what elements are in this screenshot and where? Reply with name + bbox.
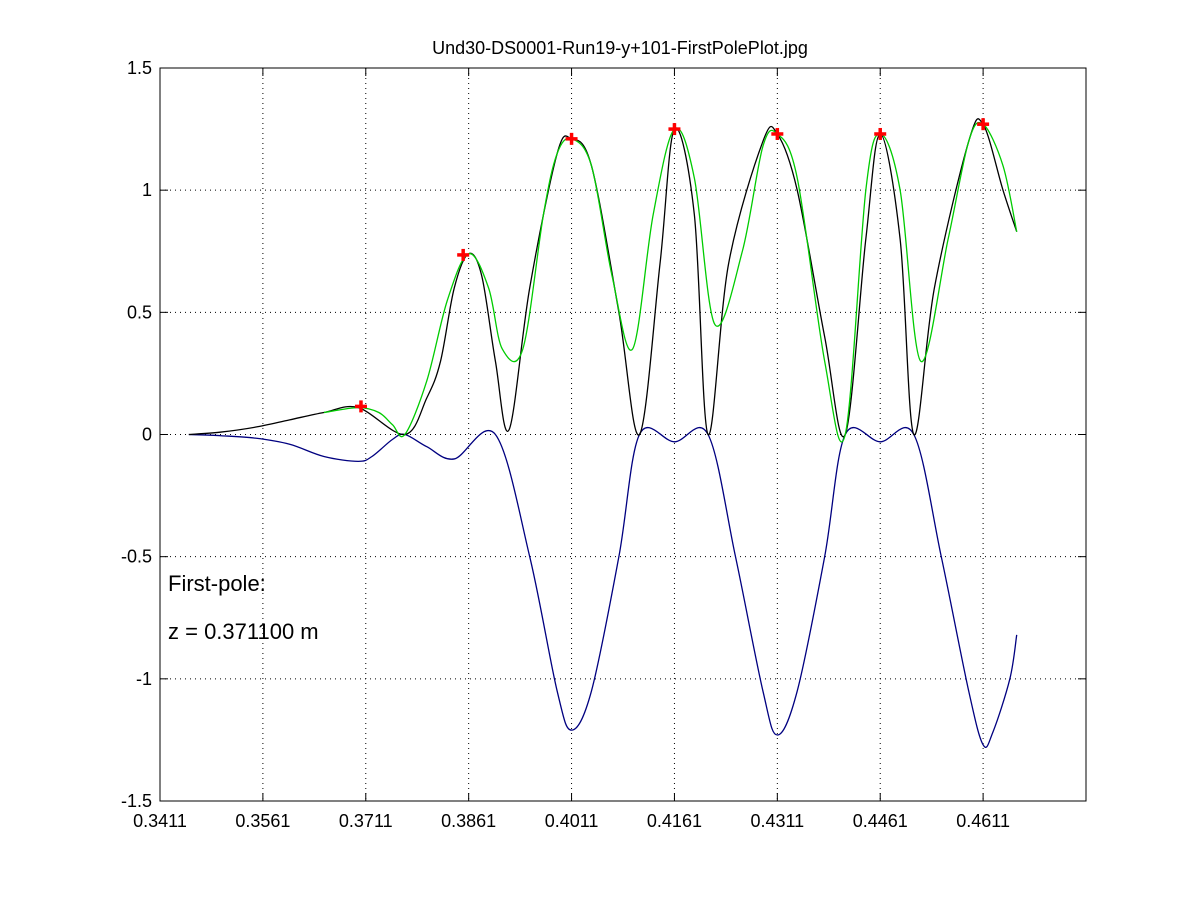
- x-tick-label: 0.3561: [235, 811, 290, 831]
- series-line-signal-black: [188, 118, 1018, 438]
- series-layer: [188, 118, 1018, 749]
- x-tick-label: 0.3861: [441, 811, 496, 831]
- axis-ticks: 0.3411 0.3561 0.3711 0.3861 0.4011 0.4161 0.43…: [121, 58, 1086, 831]
- y-tick-label: 0: [142, 425, 152, 445]
- y-tick-label: 0.5: [127, 302, 152, 322]
- x-tick-label: 0.4011: [545, 811, 599, 831]
- x-tick-label: 0.4461: [853, 811, 908, 831]
- chart-title: Und30-DS0001-Run19-y+101-FirstPolePlot.j…: [432, 38, 808, 58]
- x-tick-label: 0.4161: [647, 811, 702, 831]
- peak-marker: [668, 123, 681, 136]
- annotation-z-value: z = 0.371100 m: [168, 619, 319, 644]
- series-line-upper-envelope: [323, 121, 1018, 443]
- series-line-lower-envelope: [188, 426, 1018, 749]
- x-tick-label: 0.4611: [956, 811, 1010, 831]
- peak-marker: [771, 127, 784, 140]
- peak-marker: [457, 248, 470, 261]
- y-tick-label: 1.5: [127, 58, 152, 78]
- peak-marker: [565, 132, 578, 145]
- x-tick-label: 0.3711: [339, 811, 393, 831]
- y-tick-label: -1: [136, 669, 152, 689]
- annotation-first-pole: First-pole:: [168, 571, 266, 596]
- peak-markers: [354, 118, 990, 413]
- peak-marker: [977, 118, 990, 131]
- peak-marker: [354, 400, 367, 413]
- grid-lines: [160, 68, 1086, 801]
- x-tick-label: 0.3411: [133, 811, 187, 831]
- x-tick-label: 0.4311: [750, 811, 804, 831]
- y-tick-label: -1.5: [121, 791, 152, 811]
- y-tick-label: -0.5: [121, 547, 152, 567]
- peak-marker: [874, 127, 887, 140]
- y-tick-label: 1: [142, 180, 152, 200]
